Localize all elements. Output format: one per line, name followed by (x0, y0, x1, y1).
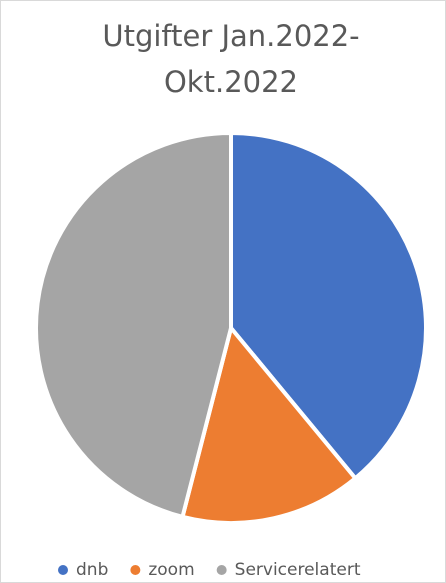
pie-slice (229, 130, 428, 482)
legend-label: Servicerelatert (235, 560, 361, 580)
legend-marker (130, 565, 141, 575)
legend-marker (58, 565, 68, 575)
chart-title: Utgifter Jan.2022-Okt.2022 (102, 19, 360, 99)
pie-slice (34, 130, 233, 520)
pie-slice (180, 323, 359, 525)
legend-label: zoom (148, 560, 194, 580)
legend-marker (216, 565, 227, 575)
legend-label: dnb (76, 560, 108, 580)
